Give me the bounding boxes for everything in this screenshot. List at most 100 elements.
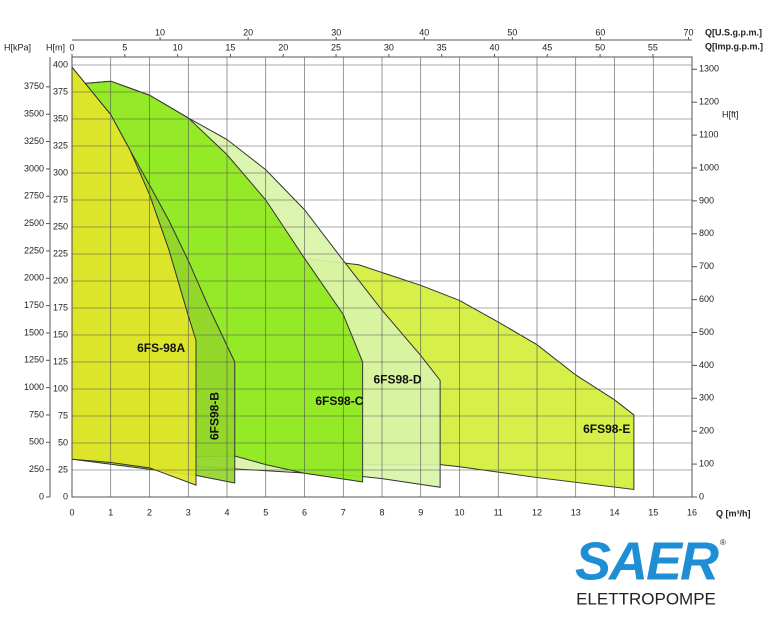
x-tick-label: 15 [648, 507, 658, 517]
x-impgpm-tick-label: 0 [69, 42, 74, 52]
y-ft-label: H[ft] [722, 109, 739, 119]
y-kpa-tick-label: 3500 [24, 109, 44, 119]
y-kpa-tick-label: 250 [29, 464, 44, 474]
y-tick-label: 325 [53, 140, 68, 150]
x-tick-label: 11 [494, 507, 503, 517]
x-impgpm-tick-label: 40 [489, 42, 499, 52]
y-kpa-tick-label: 750 [29, 409, 44, 419]
x-usgpm-label: Q[U.S.g.p.m.] [705, 27, 762, 37]
y-tick-label: 25 [58, 464, 68, 474]
y-kpa-tick-label: 2500 [24, 218, 44, 228]
x-label: Q [m³/h] [716, 508, 751, 518]
y-kpa-tick-label: 1250 [24, 355, 44, 365]
x-impgpm-tick-label: 5 [122, 42, 127, 52]
y-kpa-tick-label: 3750 [24, 81, 44, 91]
x-tick-label: 14 [609, 507, 619, 517]
y-kpa-tick-label: 2250 [24, 245, 44, 255]
y-tick-label: 200 [53, 275, 68, 285]
y-ft-tick-label: 1000 [699, 162, 719, 172]
y-tick-label: 175 [53, 302, 68, 312]
y-kpa-tick-label: 2000 [24, 273, 44, 283]
y-kpa-tick-label: 3250 [24, 136, 44, 146]
x-tick-label: 13 [571, 507, 581, 517]
y-tick-label: 50 [58, 437, 68, 447]
x-usgpm-tick-label: 70 [683, 27, 693, 37]
series-label: 6FS98-B [208, 392, 222, 440]
y-ft-tick-label: 1300 [699, 64, 719, 74]
y-ft-tick-label: 900 [699, 195, 714, 205]
series-label: 6FS98-D [373, 373, 421, 387]
y-kpa-tick-label: 3000 [24, 163, 44, 173]
y-ft-tick-label: 700 [699, 261, 714, 271]
y-ft-tick-label: 400 [699, 360, 714, 370]
x-impgpm-tick-label: 50 [595, 42, 605, 52]
y-tick-label: 250 [53, 221, 68, 231]
x-tick-label: 9 [418, 507, 423, 517]
x-usgpm-tick-label: 30 [331, 27, 341, 37]
x-tick-label: 6 [302, 507, 307, 517]
y-label: H[m] [46, 42, 65, 52]
x-tick-label: 4 [224, 507, 229, 517]
x-tick-label: 7 [341, 507, 346, 517]
x-usgpm-tick-label: 40 [419, 27, 429, 37]
y-tick-label: 350 [53, 113, 68, 123]
y-ft-tick-label: 300 [699, 393, 714, 403]
y-ft-tick-label: 0 [699, 491, 704, 501]
x-usgpm-tick-label: 60 [595, 27, 605, 37]
y-ft-tick-label: 1200 [699, 97, 719, 107]
y-kpa-tick-label: 1750 [24, 300, 44, 310]
y-tick-label: 275 [53, 194, 68, 204]
y-kpa-label: H[kPa] [4, 42, 31, 52]
x-impgpm-tick-label: 55 [648, 42, 658, 52]
logo-mark: ® [720, 538, 726, 547]
x-tick-label: 10 [454, 507, 464, 517]
y-ft-tick-label: 1100 [699, 129, 718, 139]
logo-sub: ELETTROPOMPE [576, 589, 716, 608]
x-usgpm-tick-label: 20 [243, 27, 253, 37]
y-tick-label: 300 [53, 167, 68, 177]
y-ft-tick-label: 600 [699, 294, 714, 304]
x-tick-label: 12 [532, 507, 542, 517]
y-tick-label: 225 [53, 248, 68, 258]
series-label: 6FS98-E [583, 422, 630, 436]
series-label: 6FS-98A [137, 341, 185, 355]
logo-name: SAER [575, 531, 719, 591]
y-tick-label: 400 [53, 59, 68, 69]
y-tick-label: 75 [58, 410, 68, 420]
y-kpa-tick-label: 500 [29, 437, 44, 447]
x-tick-label: 16 [687, 507, 697, 517]
x-usgpm-tick-label: 50 [507, 27, 517, 37]
pump-area [71, 65, 197, 486]
x-impgpm-tick-label: 20 [278, 42, 288, 52]
y-ft-tick-label: 500 [699, 327, 714, 337]
y-kpa-tick-label: 1500 [24, 327, 44, 337]
y-kpa-tick-label: 0 [39, 491, 44, 501]
y-kpa-tick-label: 1000 [24, 382, 44, 392]
y-tick-label: 0 [63, 491, 68, 501]
x-impgpm-tick-label: 30 [384, 42, 394, 52]
y-tick-label: 150 [53, 329, 68, 339]
x-tick-label: 2 [147, 507, 152, 517]
y-ft-tick-label: 800 [699, 228, 714, 238]
x-impgpm-tick-label: 25 [331, 42, 341, 52]
y-kpa-tick-label: 2750 [24, 191, 44, 201]
plot: 0 1 2 3 4 5 6 7 8 9 10 11 12 13 14 15 160255075100125150… [24, 27, 719, 517]
series-label: 6FS98-C [315, 394, 363, 408]
x-tick-label: 1 [108, 507, 113, 517]
x-impgpm-label: Q[Imp.g.p.m.] [705, 41, 763, 51]
x-tick-label: 3 [186, 507, 191, 517]
x-impgpm-tick-label: 35 [437, 42, 447, 52]
x-tick-label: 8 [379, 507, 384, 517]
y-tick-label: 100 [53, 383, 68, 393]
x-usgpm-tick-label: 10 [155, 27, 165, 37]
y-ft-tick-label: 100 [699, 458, 714, 468]
y-tick-label: 375 [53, 86, 68, 96]
x-impgpm-tick-label: 15 [225, 42, 235, 52]
x-tick-label: 5 [263, 507, 268, 517]
x-tick-label: 0 [69, 507, 74, 517]
y-ft-tick-label: 200 [699, 426, 714, 436]
x-impgpm-tick-label: 10 [173, 42, 183, 52]
x-impgpm-tick-label: 45 [542, 42, 552, 52]
y-tick-label: 125 [53, 356, 68, 366]
